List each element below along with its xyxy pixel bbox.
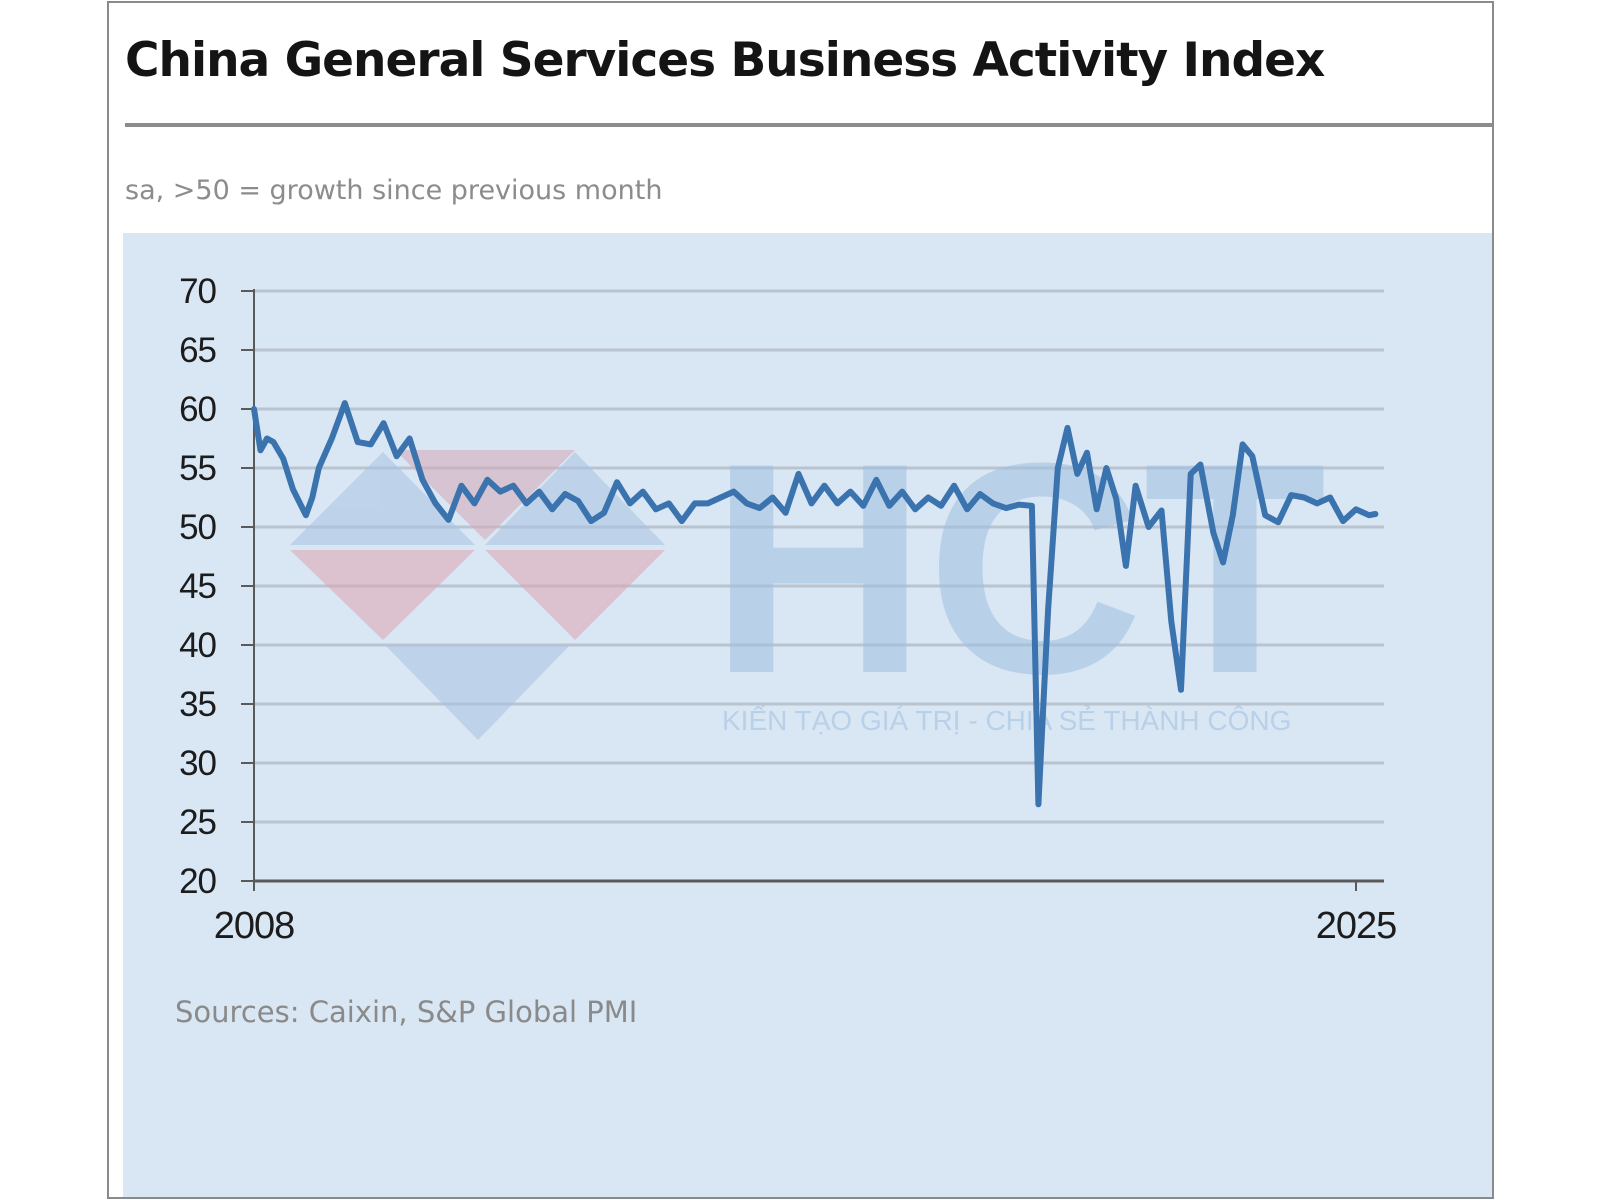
y-tick-label: 20 <box>179 862 216 901</box>
watermark-logo: HCT KIẾN TẠO GIÁ TRỊ - CHIA SẺ THÀNH CÔN… <box>290 400 1327 740</box>
chart-panel <box>123 233 1492 1197</box>
chart-frame: China General Services Business Activity… <box>107 1 1494 1199</box>
y-tick-label: 30 <box>179 744 216 783</box>
y-tick-label: 55 <box>179 449 216 488</box>
y-tick-label: 45 <box>179 567 216 606</box>
watermark-tagline: KIẾN TẠO GIÁ TRỊ - CHIA SẺ THÀNH CÔNG <box>722 704 1291 736</box>
y-tick-label: 25 <box>179 803 216 842</box>
x-tick-label: 2008 <box>214 905 295 947</box>
x-tick-label: 2025 <box>1316 905 1397 947</box>
axis-layer: 70 65 60 55 50 45 40 35 30 25 20 2008 2025 <box>179 272 1397 947</box>
y-tick-label: 35 <box>179 685 216 724</box>
y-tick-label: 50 <box>179 508 216 547</box>
chart-title: China General Services Business Activity… <box>125 33 1325 88</box>
watermark-brand: HCT <box>710 400 1327 736</box>
y-tick-label: 60 <box>179 390 216 429</box>
series-line-services-index <box>251 400 1379 808</box>
y-tick-label: 65 <box>179 331 216 370</box>
y-tick-label: 40 <box>179 626 216 665</box>
y-tick-label: 70 <box>179 272 216 311</box>
title-divider <box>125 123 1492 127</box>
chart-source: Sources: Caixin, S&P Global PMI <box>175 995 638 1029</box>
chart-subtitle: sa, >50 = growth since previous month <box>125 175 663 206</box>
